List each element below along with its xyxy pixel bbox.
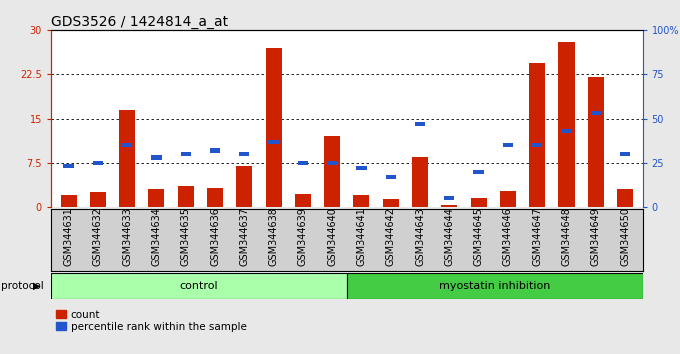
Bar — [324, 136, 340, 207]
Bar — [471, 198, 487, 207]
Bar — [561, 129, 572, 133]
Bar — [239, 152, 250, 156]
Bar — [61, 195, 77, 207]
Bar — [473, 170, 483, 174]
Text: GDS3526 / 1424814_a_at: GDS3526 / 1424814_a_at — [51, 15, 228, 29]
Legend: count, percentile rank within the sample: count, percentile rank within the sample — [56, 310, 247, 332]
Bar — [63, 164, 73, 169]
Bar — [265, 48, 282, 207]
Bar — [412, 157, 428, 207]
Bar — [181, 152, 191, 156]
Bar — [620, 152, 630, 156]
Bar — [383, 199, 398, 207]
Bar — [347, 273, 643, 299]
Bar — [298, 161, 308, 165]
Bar — [119, 110, 135, 207]
Bar — [588, 77, 604, 207]
Text: myostatin inhibition: myostatin inhibition — [439, 281, 550, 291]
Bar — [177, 187, 194, 207]
Bar — [415, 122, 425, 126]
Bar — [51, 273, 347, 299]
Bar — [356, 166, 367, 170]
Bar — [269, 139, 279, 144]
Bar — [558, 42, 575, 207]
Bar — [207, 188, 223, 207]
Bar — [148, 189, 165, 207]
Bar — [295, 194, 311, 207]
Bar — [386, 175, 396, 179]
Text: control: control — [180, 281, 218, 291]
Bar — [529, 63, 545, 207]
Bar — [122, 143, 133, 147]
Bar — [236, 166, 252, 207]
Bar — [591, 111, 601, 115]
Text: ▶: ▶ — [33, 281, 41, 291]
Bar — [327, 161, 337, 165]
Bar — [354, 195, 369, 207]
Bar — [441, 205, 458, 207]
Bar — [503, 143, 513, 147]
Text: protocol: protocol — [1, 281, 44, 291]
Bar — [617, 189, 633, 207]
Bar — [152, 155, 162, 160]
Bar — [500, 190, 516, 207]
Bar — [210, 148, 220, 153]
Bar — [90, 192, 106, 207]
Bar — [532, 143, 542, 147]
Bar — [444, 196, 454, 200]
Bar — [92, 161, 103, 165]
